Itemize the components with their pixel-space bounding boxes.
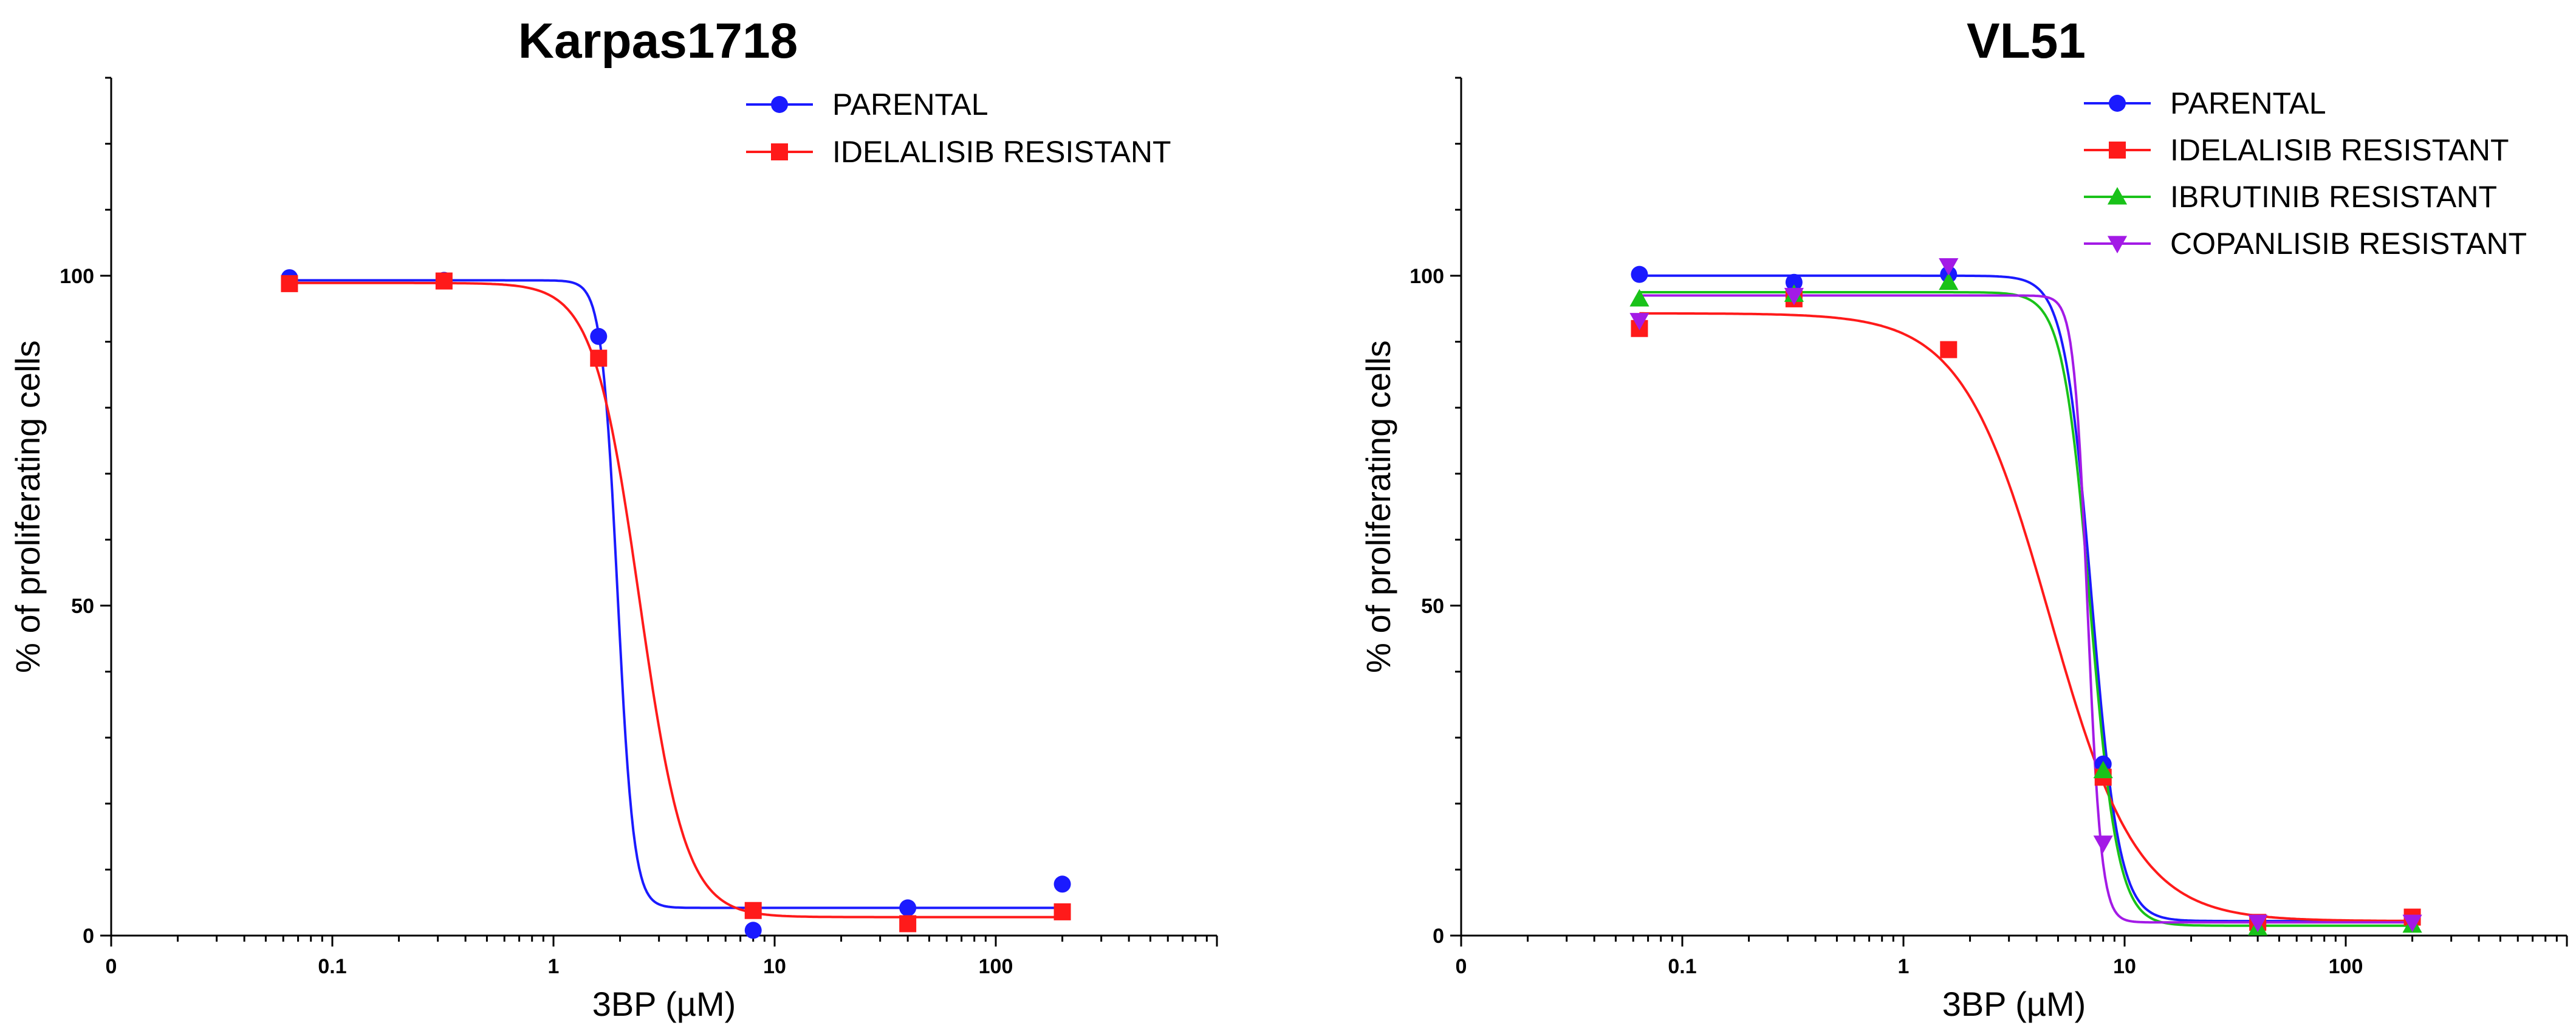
data-point [1939, 258, 1959, 276]
chart-title: Karpas1718 [518, 13, 798, 69]
data-point [2093, 761, 2113, 779]
legend-marker [771, 143, 788, 160]
x-tick-label: 100 [2329, 955, 2363, 978]
data-point [2248, 914, 2268, 933]
x-tick-label: 1 [1898, 955, 1910, 978]
data-point [1629, 289, 1649, 307]
data-point [744, 902, 762, 919]
data-point [1631, 265, 1648, 283]
legend-marker [2109, 142, 2126, 159]
fit-curve-idelalisib-resistant [1639, 312, 2413, 922]
chart-panel-1: Karpas1718 0 50 100 0 0.1 1 10 100 3BP (µM) % of p… [9, 13, 1218, 1023]
data-point [2402, 914, 2422, 933]
y-tick-label: 0 [83, 925, 94, 948]
y-tick-label: 50 [1421, 595, 1444, 618]
y-tick-label: 0 [1433, 925, 1444, 948]
chart-panel-2: VL51 0 50 100 0 0.1 1 10 100 3BP (µM) % of prolife… [1359, 13, 2568, 1023]
y-axis-label: % of proliferating cells [9, 340, 47, 673]
fit-curve-idelalisib-resistant [289, 281, 1063, 919]
x-tick-label: 10 [763, 955, 786, 978]
fit-curve-parental [289, 279, 1063, 909]
data-point [435, 272, 453, 290]
y-tick-label: 50 [71, 595, 94, 618]
fit-curve-parental [1639, 274, 2413, 923]
legend-marker [2107, 187, 2128, 205]
chart-title: VL51 [1967, 13, 2086, 69]
data-point [2093, 835, 2113, 854]
x-tick-label: 0.1 [1668, 955, 1696, 978]
legend-label: PARENTAL [2170, 86, 2326, 120]
legend-label: IDELALISIB RESISTANT [832, 135, 1171, 169]
data-point [1784, 287, 1804, 306]
legend-label: IBRUTINIB RESISTANT [2170, 180, 2497, 214]
x-tick-label: 0 [1456, 955, 1467, 978]
legend-label: COPANLISIB RESISTANT [2170, 227, 2527, 261]
fit-curve-ibrutinib-resistant [1639, 291, 2413, 927]
y-tick-label: 100 [60, 265, 94, 288]
legend-marker [2107, 236, 2128, 254]
x-tick-label: 1 [548, 955, 560, 978]
data-point [590, 349, 608, 367]
data-point [899, 899, 917, 917]
legend-label: IDELALISIB RESISTANT [2170, 133, 2509, 167]
data-point [590, 327, 608, 345]
data-point [1785, 273, 1803, 291]
x-axis-label: 3BP (µM) [592, 985, 736, 1023]
x-axis-label: 3BP (µM) [1942, 985, 2086, 1023]
data-point [744, 922, 762, 939]
x-tick-label: 0.1 [318, 955, 346, 978]
fit-curve-copanlisib-resistant [1639, 294, 2413, 924]
y-axis-label: % of proliferating cells [1359, 340, 1397, 673]
x-tick-label: 100 [979, 955, 1013, 978]
legend-marker [2109, 95, 2126, 112]
data-point [1939, 272, 1959, 290]
data-point [1053, 903, 1071, 920]
legend-label: PARENTAL [832, 87, 988, 122]
data-point [281, 275, 298, 292]
x-tick-label: 10 [2113, 955, 2136, 978]
y-tick-label: 100 [1410, 265, 1444, 288]
data-point [899, 915, 917, 933]
legend-marker [771, 96, 788, 113]
data-point [1940, 341, 1958, 358]
data-point [1053, 875, 1071, 893]
x-tick-label: 0 [106, 955, 117, 978]
data-point [1629, 313, 1649, 330]
